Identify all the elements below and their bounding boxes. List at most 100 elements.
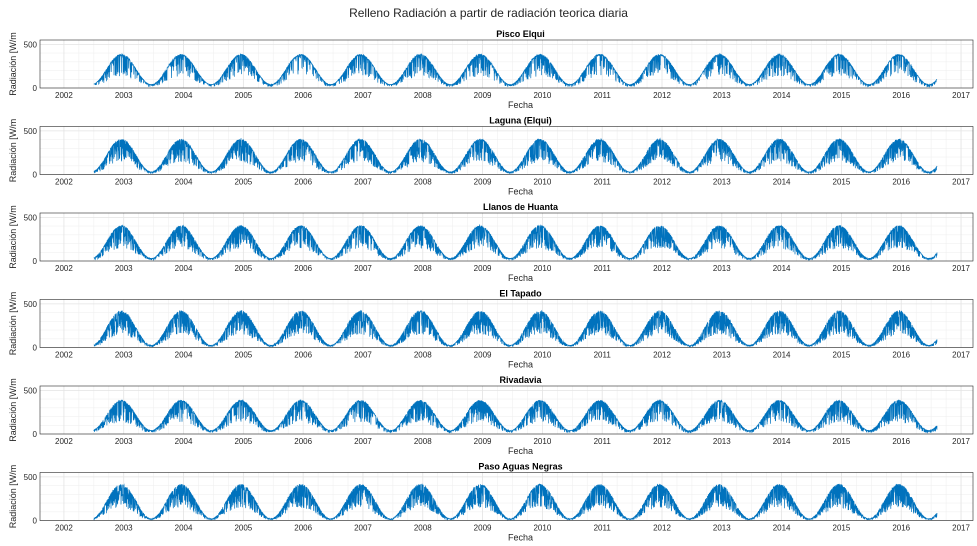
x-tick-label: 2005 — [234, 91, 252, 100]
x-tick-label: 2017 — [952, 91, 970, 100]
subplot: 2002 2003 2004 2005 2006 2007 2008 2009 2010 2011… — [8, 462, 974, 543]
y-tick-label: 0 — [33, 517, 38, 526]
axes-frame — [39, 299, 974, 348]
x-tick-label: 2013 — [713, 264, 731, 273]
x-axis-label: Fecha — [508, 533, 533, 543]
x-tick-label: 2005 — [234, 264, 252, 273]
x-tick-label: 2015 — [833, 91, 851, 100]
x-tick-label: 2003 — [115, 351, 133, 360]
figure-title: Relleno Radiación a partir de radiación … — [349, 6, 628, 20]
x-tick-label: 2008 — [414, 437, 432, 446]
axes-frame — [39, 126, 974, 175]
x-tick-label: 2006 — [294, 91, 312, 100]
x-tick-label: 2012 — [653, 351, 671, 360]
subplot-title: Pisco Elqui — [496, 29, 545, 39]
x-tick-label: 2005 — [234, 437, 252, 446]
subplot-title: Paso Aguas Negras — [478, 462, 562, 472]
y-axis-label: Radiación [W/m — [8, 119, 18, 183]
x-tick-label: 2016 — [892, 178, 910, 187]
x-tick-label: 2002 — [55, 524, 73, 533]
y-axis-label: Radiación [W/m — [8, 378, 18, 442]
x-tick-label: 2004 — [175, 264, 193, 273]
x-tick-label: 2004 — [175, 351, 193, 360]
x-tick-label: 2011 — [594, 91, 612, 100]
y-tick-label: 500 — [24, 127, 38, 136]
x-tick-label: 2006 — [294, 351, 312, 360]
subplot: 2002 2003 2004 2005 2006 2007 2008 2009 2010 2011… — [8, 202, 974, 283]
x-tick-label: 2017 — [952, 437, 970, 446]
x-tick-label: 2006 — [294, 437, 312, 446]
x-axis-label: Fecha — [508, 360, 533, 370]
x-tick-label: 2003 — [115, 178, 133, 187]
x-tick-label: 2008 — [414, 351, 432, 360]
subplot-title: El Tapado — [499, 289, 542, 299]
x-tick-label: 2007 — [354, 91, 372, 100]
y-axis-label: Radiación [W/m — [8, 205, 18, 269]
x-tick-label: 2011 — [594, 264, 612, 273]
x-tick-label: 2013 — [713, 91, 731, 100]
x-tick-label: 2015 — [833, 351, 851, 360]
x-tick-label: 2017 — [952, 524, 970, 533]
y-tick-label: 0 — [33, 344, 38, 353]
subplot-title: Laguna (Elqui) — [489, 116, 552, 126]
y-tick-label: 0 — [33, 430, 38, 439]
x-tick-label: 2015 — [833, 524, 851, 533]
x-tick-label: 2013 — [713, 437, 731, 446]
axes-frame — [39, 385, 974, 435]
x-tick-label: 2005 — [234, 524, 252, 533]
x-tick-label: 2016 — [892, 91, 910, 100]
y-tick-label: 500 — [24, 213, 38, 222]
radiation-series-line — [93, 137, 938, 175]
x-tick-label: 2012 — [653, 437, 671, 446]
subplot: 2002 2003 2004 2005 2006 2007 2008 2009 2010 2011… — [8, 289, 974, 370]
subplot: 2002 2003 2004 2005 2006 2007 2008 2009 2010 2011… — [8, 375, 974, 456]
x-tick-label: 2003 — [115, 524, 133, 533]
x-tick-label: 2014 — [773, 264, 791, 273]
x-tick-label: 2015 — [833, 437, 851, 446]
x-tick-label: 2017 — [952, 264, 970, 273]
x-tick-label: 2004 — [175, 524, 193, 533]
radiation-series-line — [93, 309, 938, 348]
x-tick-label: 2012 — [653, 178, 671, 187]
x-tick-label: 2003 — [115, 437, 133, 446]
x-tick-label: 2007 — [354, 178, 372, 187]
radiation-series-line — [93, 399, 938, 434]
x-tick-label: 2016 — [892, 351, 910, 360]
x-tick-label: 2016 — [892, 437, 910, 446]
x-tick-label: 2016 — [892, 264, 910, 273]
x-tick-label: 2014 — [773, 437, 791, 446]
x-tick-label: 2014 — [773, 524, 791, 533]
x-tick-label: 2008 — [414, 524, 432, 533]
x-tick-label: 2007 — [354, 524, 372, 533]
x-tick-label: 2003 — [115, 91, 133, 100]
subplot: 2002 2003 2004 2005 2006 2007 2008 2009 2010 2011… — [8, 29, 974, 110]
x-tick-label: 2009 — [474, 178, 492, 187]
x-tick-label: 2008 — [414, 91, 432, 100]
x-tick-label: 2010 — [533, 178, 551, 187]
y-tick-label: 0 — [33, 171, 38, 180]
x-tick-label: 2002 — [55, 351, 73, 360]
x-tick-label: 2002 — [55, 178, 73, 187]
x-tick-label: 2010 — [533, 91, 551, 100]
y-axis-label: Radiación [W/m — [8, 465, 18, 529]
x-tick-label: 2017 — [952, 178, 970, 187]
x-axis-label: Fecha — [508, 273, 533, 283]
x-tick-label: 2009 — [474, 91, 492, 100]
y-tick-label: 500 — [24, 300, 38, 309]
x-tick-label: 2007 — [354, 351, 372, 360]
x-tick-label: 2004 — [175, 437, 193, 446]
x-tick-label: 2008 — [414, 264, 432, 273]
x-tick-label: 2007 — [354, 437, 372, 446]
x-tick-label: 2011 — [594, 178, 612, 187]
radiation-series-line — [93, 483, 938, 521]
x-tick-label: 2005 — [234, 351, 252, 360]
subplot: 2002 2003 2004 2005 2006 2007 2008 2009 2010 2011… — [8, 116, 974, 197]
x-axis-label: Fecha — [508, 446, 533, 456]
x-axis-label: Fecha — [508, 187, 533, 197]
x-tick-label: 2014 — [773, 91, 791, 100]
x-tick-label: 2017 — [952, 351, 970, 360]
x-tick-label: 2011 — [594, 437, 612, 446]
x-tick-label: 2004 — [175, 178, 193, 187]
